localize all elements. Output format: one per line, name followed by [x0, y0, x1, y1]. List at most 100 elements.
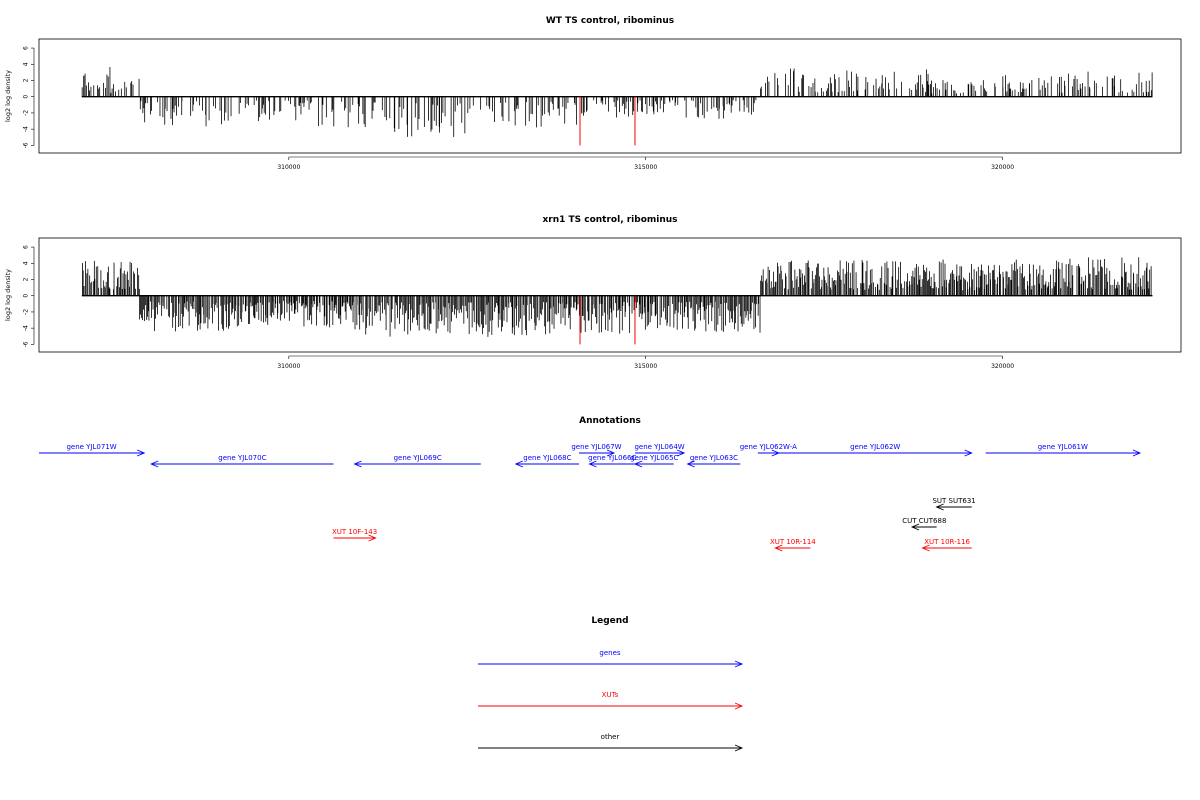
annotation-gene-yjl062w-a-label: gene YJL062W-A	[740, 443, 797, 451]
annotation-gene-yjl062w: gene YJL062W	[778, 443, 973, 457]
legend-other-label: other	[601, 733, 620, 741]
annotation-gene-yjl063c-arrowhead	[686, 460, 695, 468]
legend-genes-label: genes	[599, 649, 620, 657]
annotation-xut-10f-143-arrowhead	[368, 534, 377, 542]
annotation-gene-yjl067w: gene YJL067W	[571, 443, 622, 457]
annotation-gene-yjl069c-label: gene YJL069C	[394, 454, 442, 462]
annotation-gene-yjl069c-arrowhead	[353, 460, 362, 468]
xrn1-y-tick-label: -6	[23, 341, 30, 347]
annotation-gene-yjl063c-label: gene YJL063C	[690, 454, 738, 462]
annotation-gene-yjl067w-label: gene YJL067W	[571, 443, 621, 451]
xrn1-track-panel: xrn1 TS control, ribominus log2 log dens…	[4, 215, 1182, 370]
annotation-xut-10r-116-label: XUT 10R-116	[924, 538, 970, 546]
annotation-gene-yjl063c: gene YJL063C	[686, 454, 741, 468]
wt-y-tick-label: 2	[23, 78, 30, 82]
wt-y-tick-label: 0	[23, 95, 30, 99]
wt-y-axis-label: log2 log density	[4, 70, 12, 122]
annotation-features: gene YJL071W gene YJL070C gene YJL069C gene…	[39, 443, 1142, 552]
annotation-gene-yjl064w-label: gene YJL064W	[634, 443, 684, 451]
annotation-xut-10r-116: XUT 10R-116	[921, 538, 972, 552]
legend-title: Legend	[591, 616, 628, 626]
annotation-gene-yjl069c: gene YJL069C	[353, 454, 481, 468]
annotation-gene-yjl062w-label: gene YJL062W	[850, 443, 900, 451]
wt-x-axis: 310000 315000 320000	[277, 156, 1014, 171]
xrn1-y-tick-label: 2	[23, 277, 30, 281]
annotation-gene-yjl068c: gene YJL068C	[514, 454, 579, 468]
legend-xuts-arrowhead	[734, 702, 744, 710]
annotation-cut-cut688: CUT CUT688	[902, 517, 946, 531]
annotation-xut-10r-116-arrowhead	[921, 544, 930, 552]
legend-genes-arrowhead	[734, 660, 744, 668]
wt-x-tick-label: 320000	[991, 164, 1014, 171]
legend-genes: genes	[478, 649, 744, 668]
annotation-gene-yjl066c-label: gene YJL066C	[588, 454, 636, 462]
annotation-sut-sut631-label: SUT SUT631	[932, 497, 975, 505]
annotation-xut-10f-143: XUT 10F-143	[332, 528, 377, 542]
legend-panel: Legend genes XUTs other	[478, 616, 744, 752]
wt-y-tick-label: 6	[23, 46, 30, 50]
annotation-gene-yjl068c-label: gene YJL068C	[523, 454, 571, 462]
wt-y-tick-label: 4	[23, 62, 30, 66]
annotation-gene-yjl061w: gene YJL061W	[985, 443, 1142, 457]
xrn1-track-title: xrn1 TS control, ribominus	[542, 215, 677, 225]
wt-x-tick-label: 310000	[277, 164, 300, 171]
annotation-gene-yjl064w-arrowhead	[676, 449, 686, 457]
annotation-gene-yjl068c-arrowhead	[514, 460, 524, 468]
wt-y-tick-label: -4	[23, 126, 30, 132]
annotation-sut-sut631-arrowhead	[935, 503, 944, 511]
xrn1-y-tick-label: 6	[23, 245, 30, 249]
annotation-gene-yjl070c-label: gene YJL070C	[218, 454, 266, 462]
xrn1-y-axis-label: log2 log density	[4, 269, 12, 321]
annotation-cut-cut688-arrowhead	[910, 523, 920, 531]
annotation-gene-yjl065c: gene YJL065C	[630, 454, 679, 468]
annotation-xut-10r-114-label: XUT 10R-114	[770, 538, 816, 546]
annotation-gene-yjl061w-label: gene YJL061W	[1038, 443, 1088, 451]
annotation-gene-yjl066c-arrowhead	[588, 460, 597, 468]
annotation-cut-cut688-label: CUT CUT688	[902, 517, 946, 525]
legend-xuts: XUTs	[478, 691, 744, 710]
xrn1-x-axis: 310000 315000 320000	[277, 355, 1014, 370]
wt-track-title: WT TS control, ribominus	[546, 16, 674, 26]
xrn1-y-axis: -6 -4 -2 0 2 4 6	[23, 245, 35, 347]
xrn1-plot-frame	[38, 237, 1182, 353]
annotation-gene-yjl064w: gene YJL064W	[634, 443, 686, 457]
wt-y-axis: -6 -4 -2 0 2 4 6	[22, 46, 35, 148]
annotation-gene-yjl062w-arrowhead	[964, 449, 973, 457]
annotation-gene-yjl070c-arrowhead	[150, 460, 159, 468]
annotation-gene-yjl062w-a: gene YJL062W-A	[740, 443, 797, 457]
legend-xuts-label: XUTs	[602, 691, 619, 699]
legend-items: genes XUTs other	[478, 649, 744, 752]
annotation-sut-sut631: SUT SUT631	[932, 497, 976, 511]
annotation-gene-yjl071w-label: gene YJL071W	[66, 443, 116, 451]
xrn1-x-tick-label: 320000	[991, 363, 1014, 370]
xrn1-bars	[81, 257, 1153, 345]
wt-track-panel: WT TS control, ribominus log2 log densit…	[4, 16, 1182, 171]
legend-other: other	[478, 733, 744, 752]
annotation-gene-yjl061w-arrowhead	[1132, 449, 1142, 457]
wt-plot-frame	[38, 38, 1182, 154]
annotation-gene-yjl070c: gene YJL070C	[150, 454, 334, 468]
annotation-gene-yjl065c-label: gene YJL065C	[630, 454, 678, 462]
legend-other-arrowhead	[734, 744, 744, 752]
xrn1-x-tick-label: 310000	[277, 363, 300, 370]
annotations-title: Annotations	[579, 416, 641, 426]
xrn1-y-tick-label: -4	[23, 325, 30, 331]
annotation-gene-yjl071w: gene YJL071W	[39, 443, 146, 457]
annotation-gene-yjl067w-arrowhead	[606, 449, 616, 457]
xrn1-y-tick-label: 4	[23, 261, 30, 265]
annotation-xut-10r-114: XUT 10R-114	[770, 538, 816, 552]
wt-y-tick-label: -6	[23, 142, 30, 148]
annotation-xut-10r-114-arrowhead	[774, 544, 783, 552]
xrn1-x-tick-label: 315000	[634, 363, 657, 370]
wt-bars	[81, 67, 1153, 146]
wt-x-tick-label: 315000	[634, 164, 657, 171]
xrn1-y-tick-label: 0	[23, 294, 30, 298]
wt-y-tick-label: -2	[22, 110, 29, 116]
annotation-xut-10f-143-label: XUT 10F-143	[332, 528, 377, 536]
xrn1-y-tick-label: -2	[23, 309, 30, 315]
annotation-gene-yjl066c: gene YJL066C	[588, 454, 636, 468]
annotation-gene-yjl071w-arrowhead	[137, 449, 146, 457]
annotation-gene-yjl065c-arrowhead	[633, 460, 643, 468]
